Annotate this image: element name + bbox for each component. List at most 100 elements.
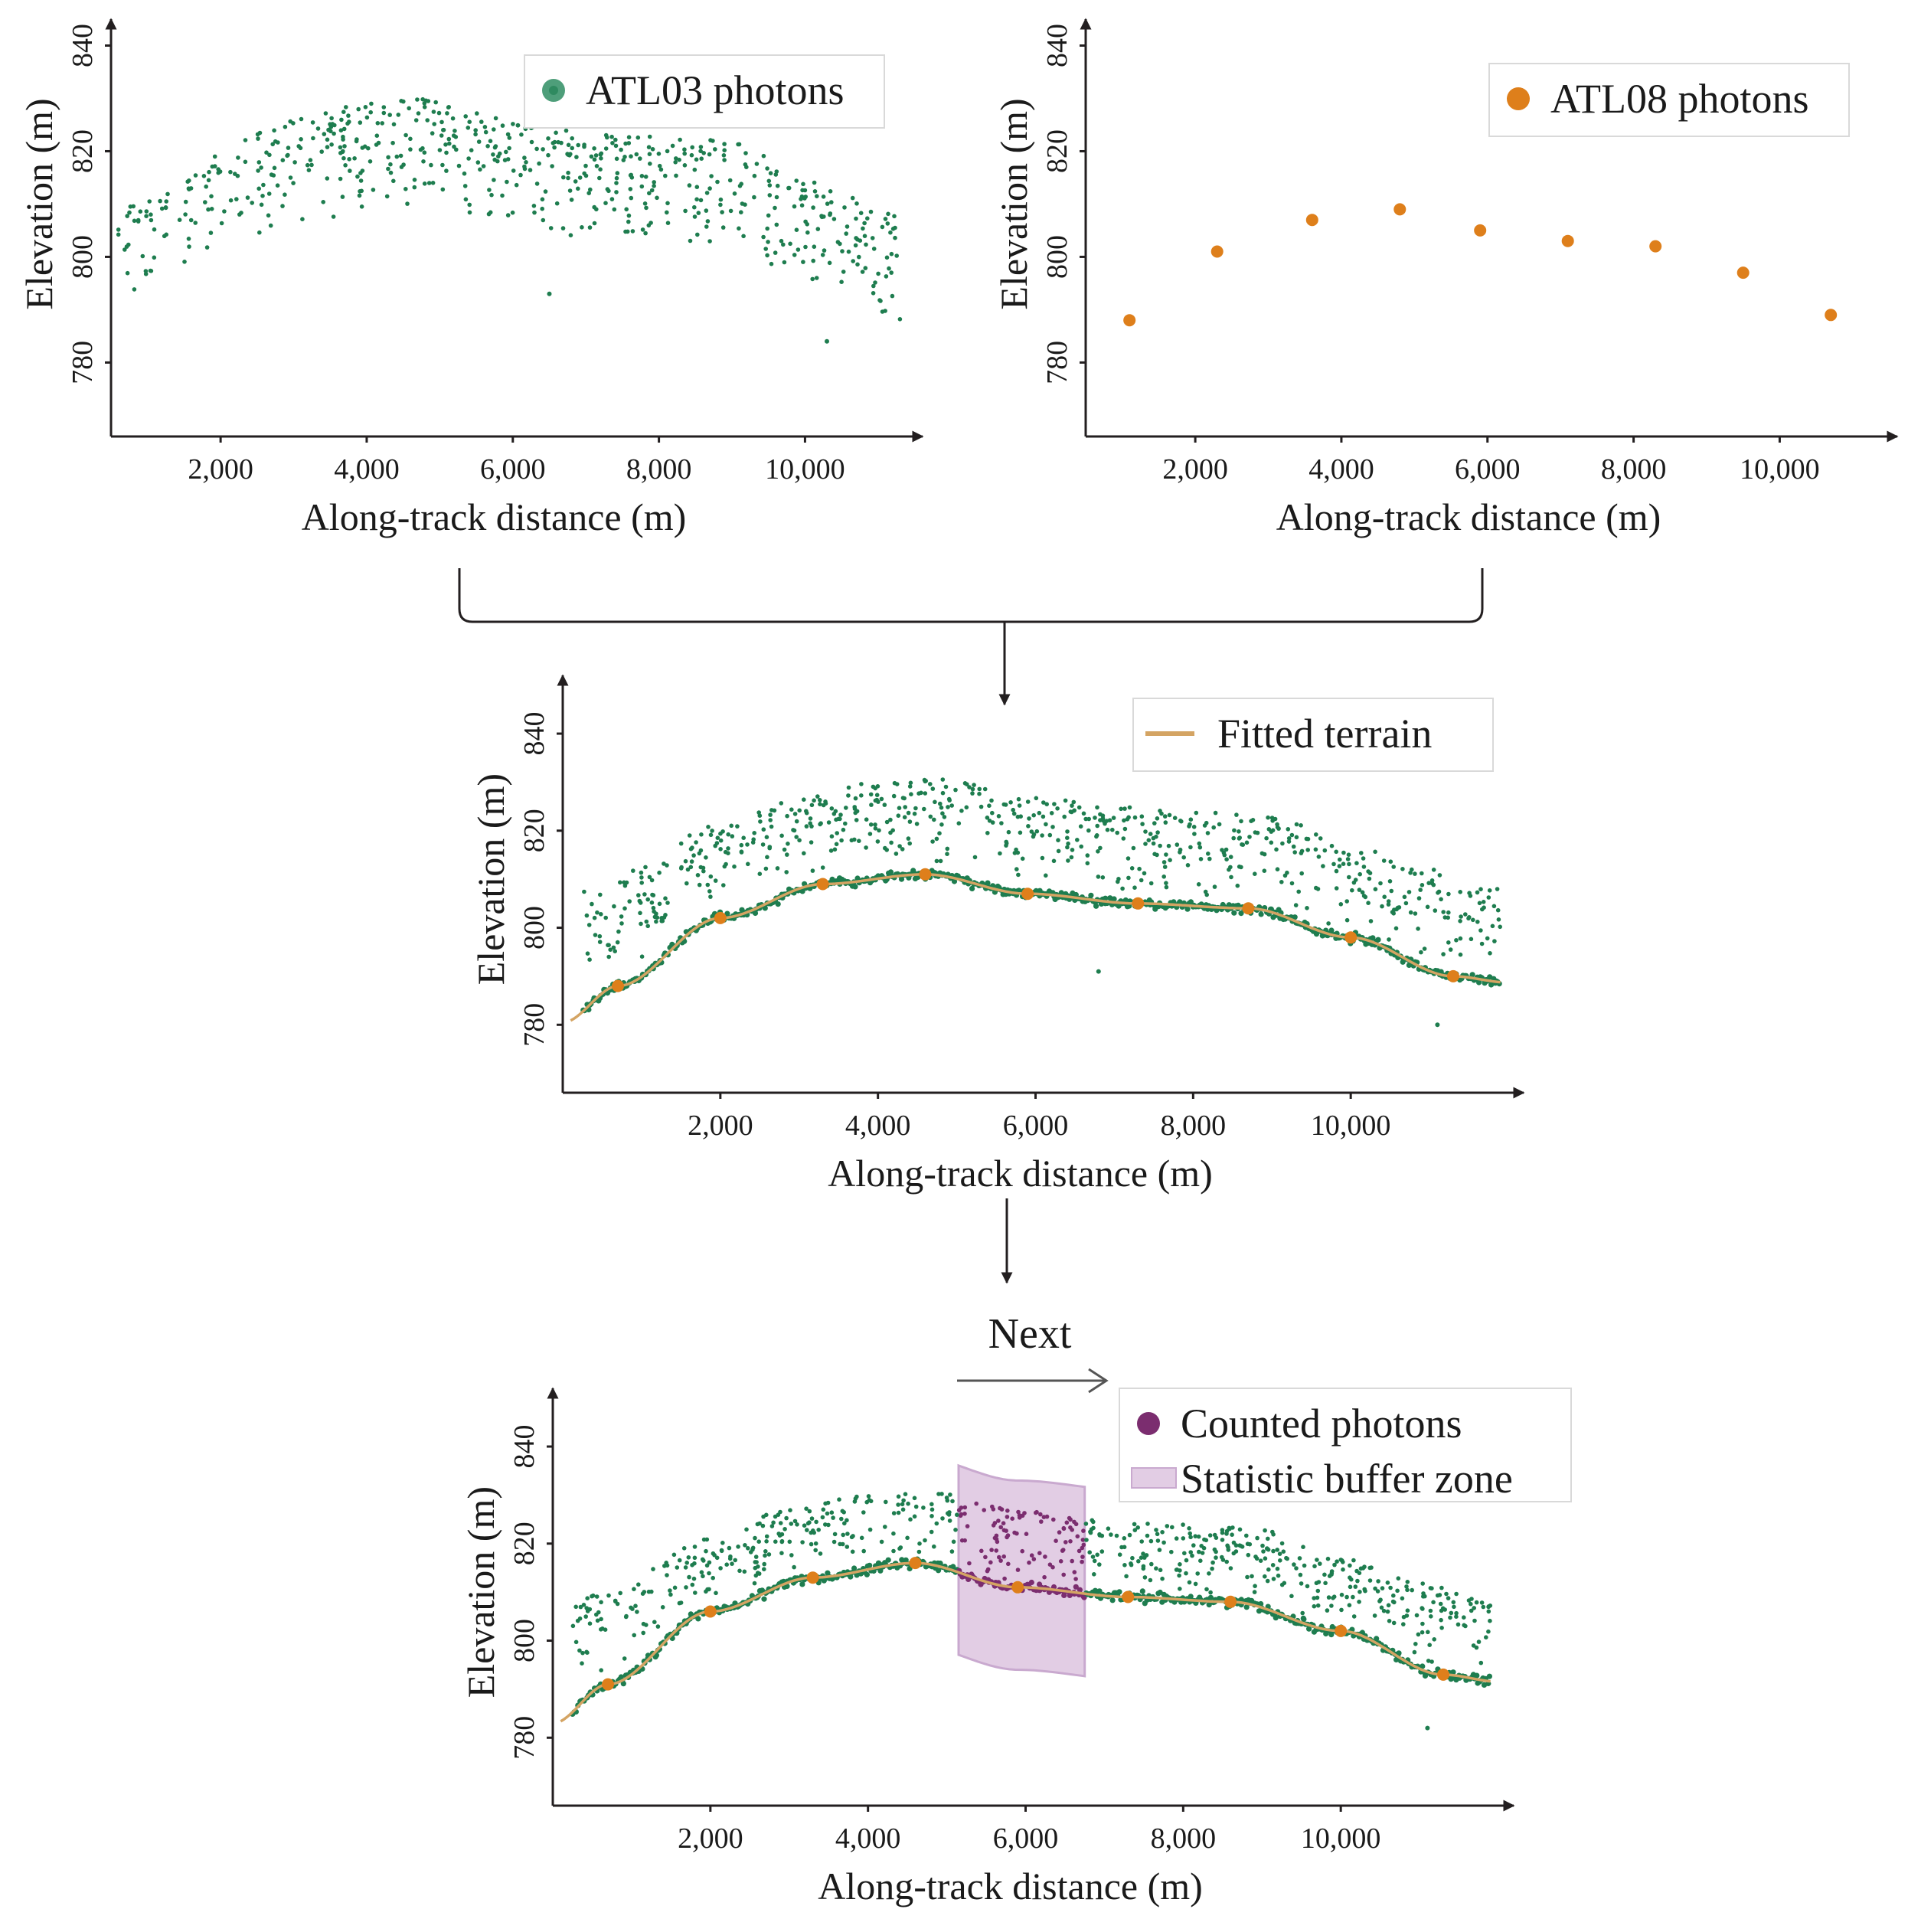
counted-photon (1002, 1576, 1007, 1581)
canopy-photon (708, 894, 713, 899)
legend: Fitted terrain (1132, 698, 1494, 772)
ground-photon (1476, 979, 1482, 986)
canopy-photon (1392, 1600, 1397, 1605)
canopy-photon (315, 126, 321, 131)
canopy-photon (801, 181, 805, 187)
canopy-photon (597, 940, 603, 944)
x-tick-label: 2,000 (1162, 453, 1228, 485)
canopy-photon (1086, 816, 1091, 822)
canopy-photon (1069, 809, 1074, 815)
x-tick-label: 8,000 (1151, 1822, 1217, 1855)
canopy-photon (970, 791, 975, 796)
canopy-photon (800, 1540, 805, 1545)
canopy-photon (408, 136, 413, 142)
canopy-photon (309, 162, 314, 168)
canopy-photon (890, 293, 895, 299)
canopy-photon (292, 160, 297, 165)
canopy-photon (453, 135, 459, 139)
canopy-photon (325, 137, 330, 142)
canopy-photon (1481, 900, 1486, 904)
next-label: Next (988, 1310, 1072, 1358)
canopy-photon (124, 244, 129, 249)
canopy-photon (1382, 894, 1387, 899)
canopy-photon (1207, 1533, 1213, 1538)
canopy-photon (1289, 1594, 1294, 1599)
canopy-photon (136, 217, 141, 223)
canopy-photon (1387, 1619, 1392, 1623)
canopy-photon (844, 231, 848, 236)
x-tick-label: 6,000 (1003, 1110, 1069, 1142)
canopy-photon (1305, 836, 1311, 842)
canopy-photon (1269, 816, 1275, 820)
canopy-photon (592, 157, 597, 162)
canopy-photon (380, 121, 385, 126)
panel-atl03: 2,000 4,000 6,000 8,000 10,000780800820840Al… (18, 18, 924, 538)
canopy-photon (1164, 881, 1168, 885)
canopy-photon (1392, 907, 1397, 912)
canopy-photon (905, 1535, 910, 1541)
outlier-photon (1096, 969, 1101, 974)
canopy-photon (815, 794, 820, 799)
canopy-photon (701, 1574, 705, 1579)
canopy-photon (873, 786, 877, 791)
canopy-photon (745, 842, 750, 847)
canopy-photon (1440, 1606, 1446, 1611)
canopy-photon (1065, 835, 1070, 840)
canopy-photon (1262, 852, 1267, 857)
canopy-photon (1184, 1558, 1189, 1563)
canopy-photon (1367, 876, 1372, 881)
ground-photon (1488, 982, 1495, 988)
canopy-photon (1122, 818, 1126, 823)
canopy-photon (399, 99, 403, 103)
counted-photon (1031, 1557, 1037, 1561)
canopy-photon (732, 864, 737, 869)
canopy-photon (338, 176, 343, 181)
canopy-photon (773, 205, 777, 211)
canopy-photon (1261, 1549, 1266, 1554)
canopy-photon (1377, 1599, 1382, 1603)
canopy-photon (739, 210, 743, 215)
y-tick-label: 820 (508, 1522, 541, 1565)
canopy-photon (259, 202, 264, 208)
canopy-photon (876, 271, 880, 276)
canopy-photon (946, 1511, 950, 1516)
ground-photon (1122, 897, 1129, 904)
canopy-photon (311, 136, 315, 141)
canopy-photon (1044, 802, 1049, 806)
y-axis-label: Elevation (m) (992, 98, 1035, 309)
counted-photon (1051, 1517, 1056, 1522)
canopy-photon (715, 835, 720, 840)
canopy-photon (757, 813, 763, 818)
canopy-photon (922, 777, 927, 783)
counted-photon (1042, 1574, 1047, 1580)
canopy-photon (643, 175, 649, 179)
canopy-photon (704, 191, 710, 195)
canopy-photon (672, 1585, 678, 1590)
canopy-photon (933, 799, 937, 805)
canopy-photon (325, 145, 330, 149)
atl08-point (602, 1678, 614, 1691)
canopy-photon (1263, 1574, 1267, 1579)
canopy-photon (989, 798, 994, 803)
canopy-photon (802, 797, 806, 802)
canopy-photon (412, 185, 417, 190)
canopy-photon (1196, 882, 1201, 887)
canopy-photon (440, 187, 446, 192)
canopy-photon (842, 205, 847, 210)
canopy-photon (342, 144, 347, 149)
canopy-photon (940, 811, 945, 816)
canopy-photon (1262, 868, 1267, 873)
canopy-photon (649, 900, 655, 905)
canopy-photon (768, 812, 773, 817)
canopy-photon (1435, 1593, 1440, 1598)
y-tick-label: 820 (1041, 129, 1073, 173)
canopy-photon (675, 1565, 680, 1570)
legend-label: ATL08 photons (1550, 76, 1809, 122)
canopy-photon (1314, 832, 1318, 837)
canopy-photon (628, 187, 633, 191)
canopy-photon (1185, 863, 1191, 868)
canopy-photon (1339, 1592, 1344, 1597)
canopy-photon (1373, 849, 1377, 855)
canopy-photon (859, 1535, 864, 1541)
canopy-photon (1363, 894, 1368, 900)
